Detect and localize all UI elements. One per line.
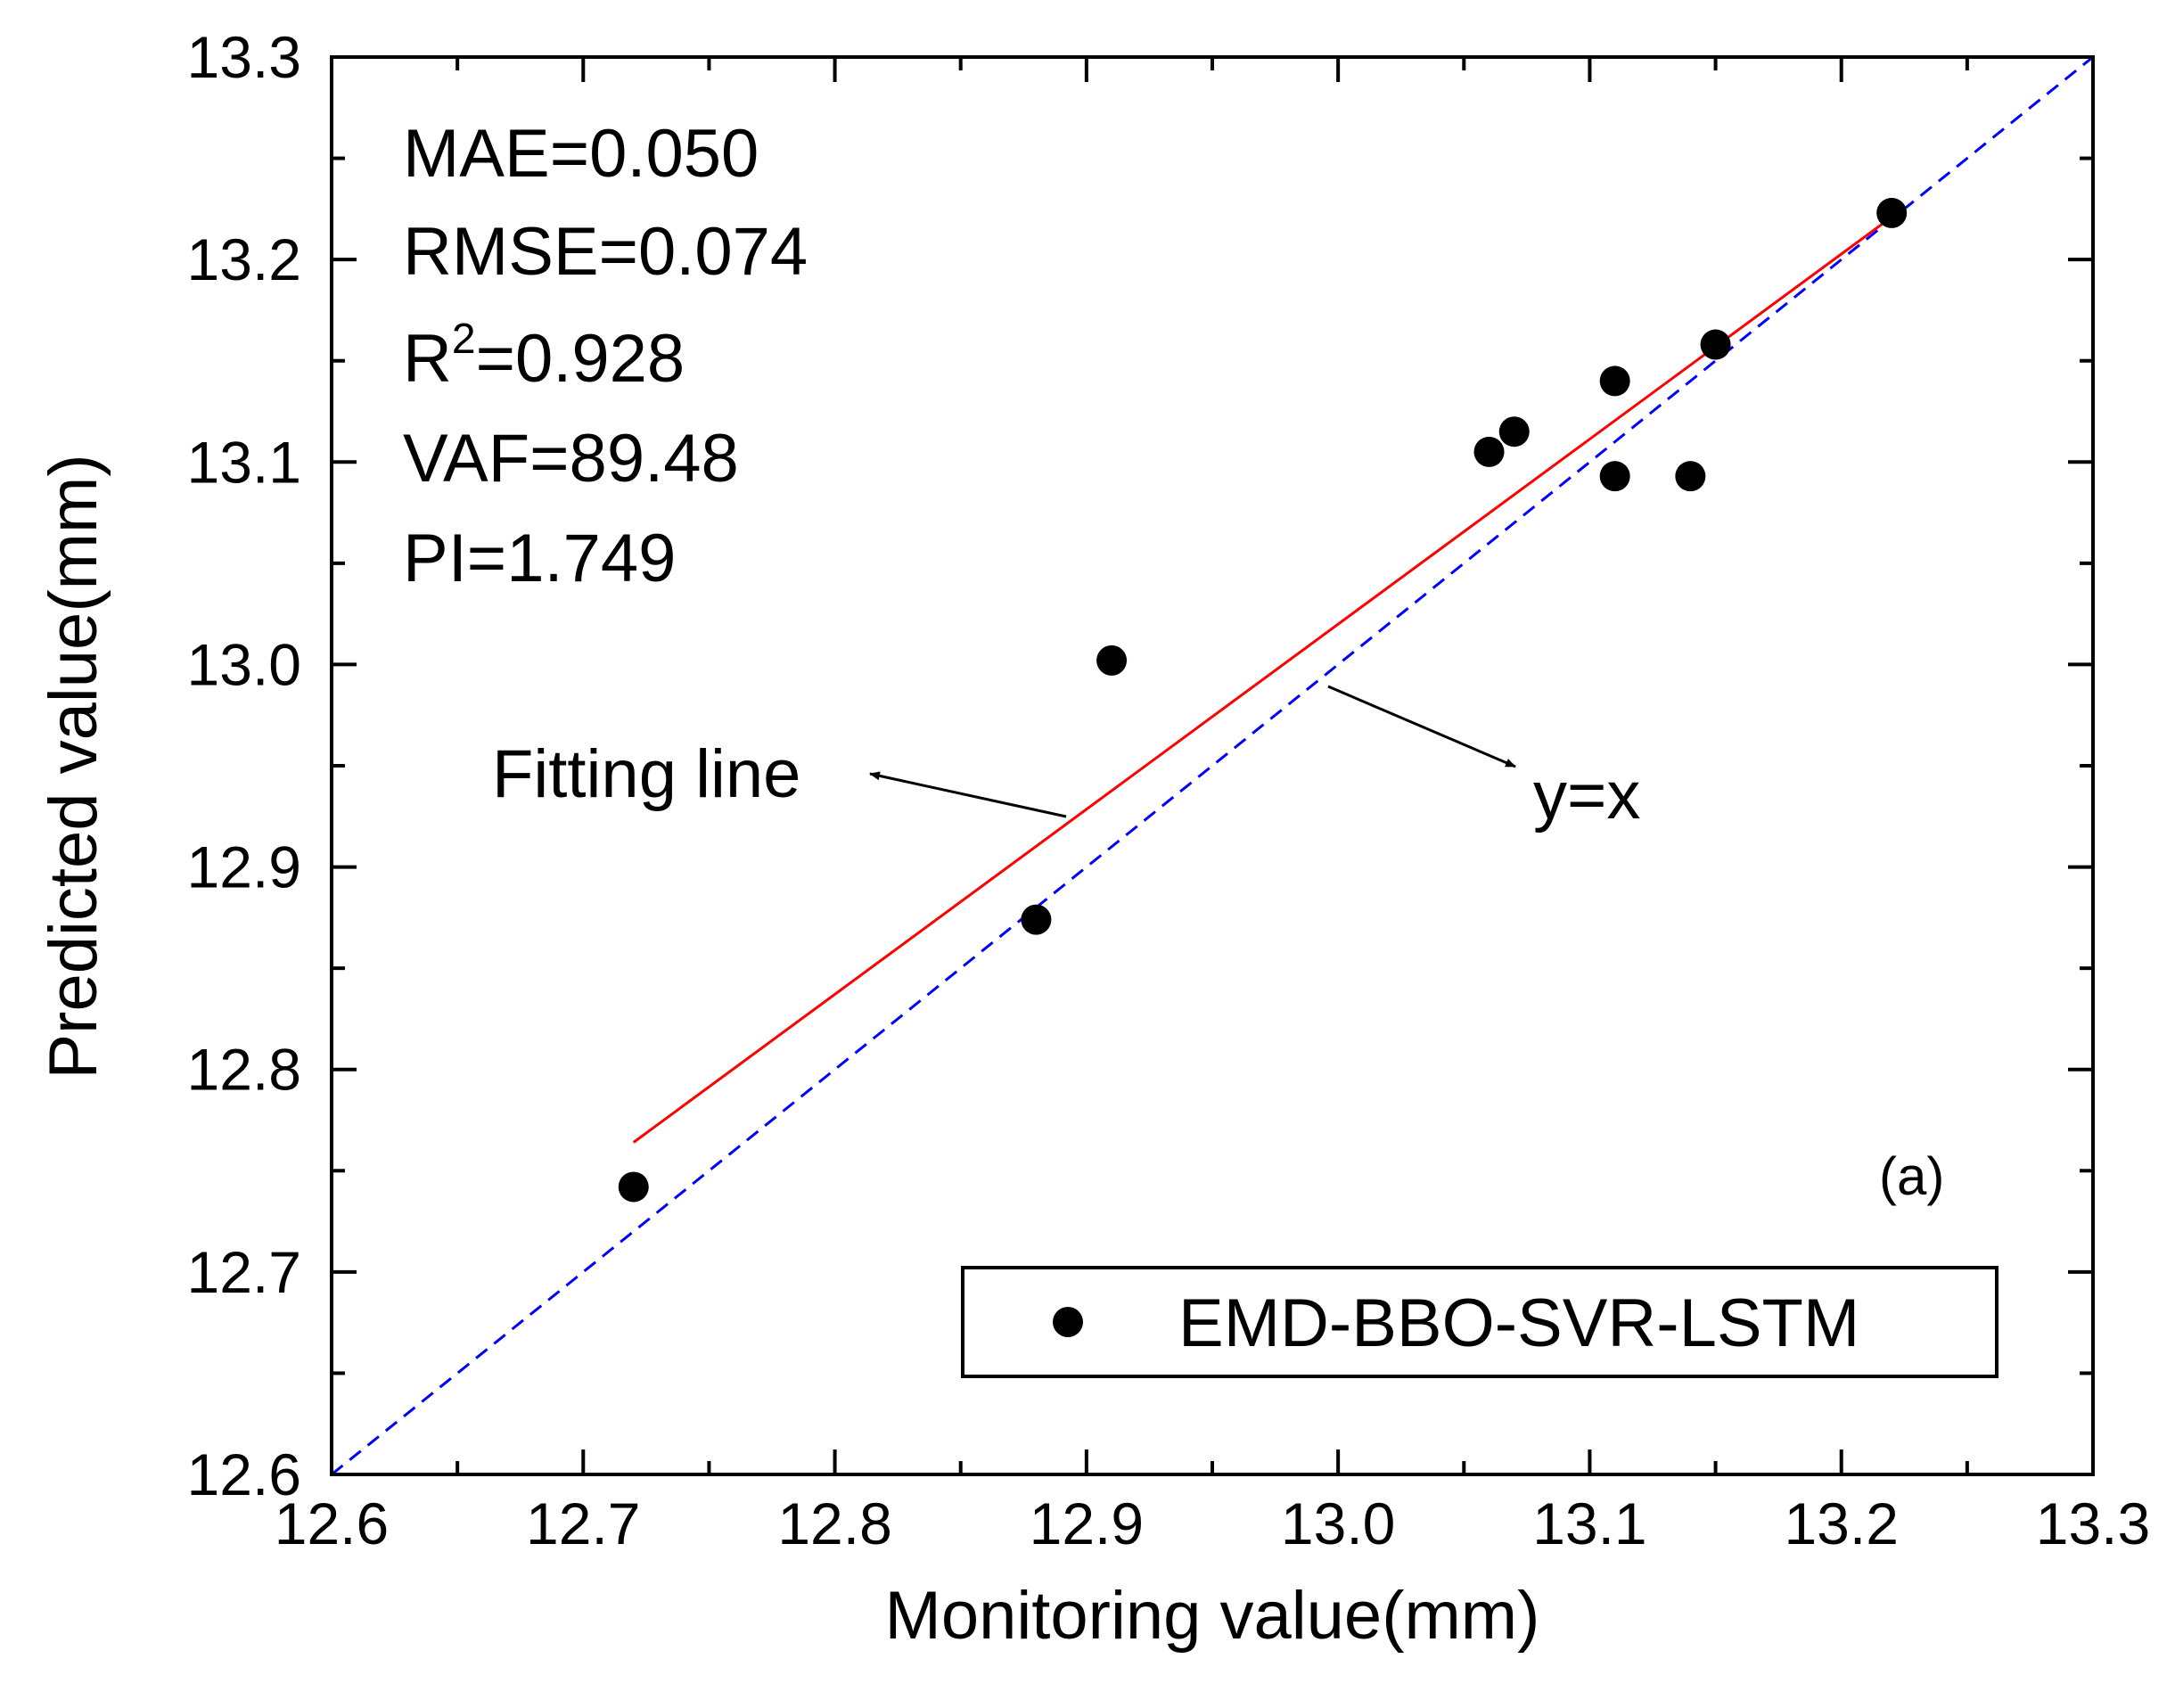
stats-block: MAE=0.050 RMSE=0.074 R2=0.928 VAF=89.48 … bbox=[403, 116, 808, 596]
y-tick-label: 12.6 bbox=[187, 1441, 301, 1507]
identity-line-annotation: y=x bbox=[1327, 685, 1640, 833]
y-tick-label: 13.0 bbox=[187, 631, 301, 697]
x-tick-label: 12.8 bbox=[777, 1490, 891, 1556]
stat-pi: PI=1.749 bbox=[403, 521, 676, 596]
legend: EMD-BBO-SVR-LSTM bbox=[961, 1266, 1999, 1378]
y-tick-label: 12.7 bbox=[187, 1239, 301, 1305]
x-axis-title: Monitoring value(mm) bbox=[885, 1578, 1540, 1654]
y-tick-label: 13.3 bbox=[187, 24, 301, 90]
legend-label: EMD-BBO-SVR-LSTM bbox=[1178, 1285, 1859, 1361]
legend-box bbox=[961, 1266, 1999, 1378]
fitting-line-annotation: Fitting line bbox=[492, 736, 1067, 818]
fitting-line-arrow bbox=[869, 771, 1067, 818]
y-tick-label: 13.2 bbox=[187, 226, 301, 292]
data-point bbox=[1096, 645, 1128, 676]
data-point bbox=[618, 1171, 649, 1203]
fitting-line-label: Fitting line bbox=[492, 736, 800, 812]
x-tick-label: 13.1 bbox=[1532, 1490, 1646, 1556]
y-tick-label: 13.1 bbox=[187, 429, 301, 495]
fitting-line bbox=[632, 216, 1893, 1144]
stat-r2: R2=0.928 bbox=[403, 316, 685, 397]
x-tick-label: 12.9 bbox=[1030, 1490, 1144, 1556]
data-point bbox=[1473, 436, 1505, 467]
data-point bbox=[1876, 197, 1908, 228]
identity-line bbox=[331, 55, 2094, 1476]
r2-superscript: 2 bbox=[452, 316, 476, 363]
x-tick-label: 13.0 bbox=[1281, 1490, 1395, 1556]
data-point bbox=[1675, 461, 1706, 492]
data-point bbox=[1599, 365, 1630, 397]
identity-line-arrow bbox=[1327, 685, 1516, 768]
legend-marker bbox=[1053, 1307, 1083, 1337]
x-tick-label: 12.7 bbox=[526, 1490, 640, 1556]
data-point bbox=[1498, 416, 1530, 448]
x-tick-label: 13.2 bbox=[1784, 1490, 1898, 1556]
data-point bbox=[1021, 904, 1052, 935]
stat-vaf: VAF=89.48 bbox=[403, 421, 739, 497]
panel-label: (a) bbox=[1879, 1146, 1944, 1206]
data-point bbox=[1700, 329, 1731, 360]
stat-mae: MAE=0.050 bbox=[403, 116, 759, 192]
stat-rmse: RMSE=0.074 bbox=[403, 214, 808, 290]
x-tick-label: 12.6 bbox=[275, 1490, 389, 1556]
y-axis-title: Predicted value(mm) bbox=[36, 454, 111, 1079]
y-tick-label: 12.8 bbox=[187, 1037, 301, 1103]
x-tick-label: 13.3 bbox=[2036, 1490, 2150, 1556]
identity-line-label: y=x bbox=[1533, 758, 1640, 833]
y-tick-label: 12.9 bbox=[187, 834, 301, 900]
data-point bbox=[1599, 461, 1630, 492]
